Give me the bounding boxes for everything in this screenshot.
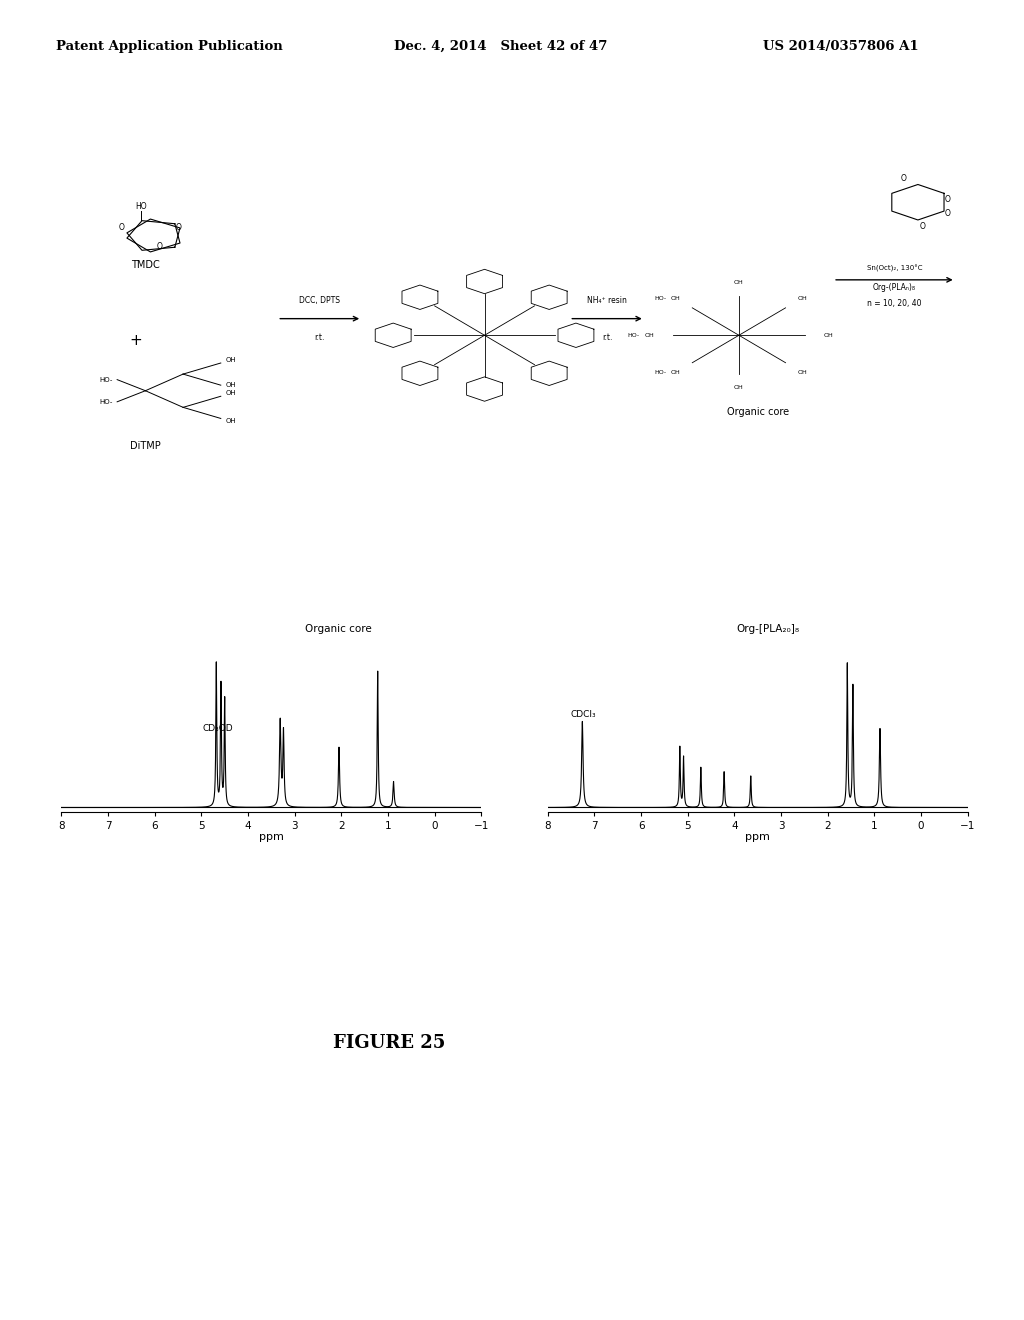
Text: OH: OH [225, 358, 237, 363]
Text: O: O [901, 174, 906, 182]
Text: HO: HO [135, 202, 146, 210]
Text: HO-: HO- [628, 333, 640, 338]
Text: DiTMP: DiTMP [130, 441, 161, 450]
Text: n = 10, 20, 40: n = 10, 20, 40 [867, 300, 922, 309]
Text: HO-: HO- [654, 370, 667, 375]
Text: DCC, DPTS: DCC, DPTS [299, 296, 340, 305]
Text: OH: OH [798, 370, 807, 375]
Text: NH₄⁺ resin: NH₄⁺ resin [587, 296, 627, 305]
Text: O: O [945, 209, 951, 218]
Text: CDCl₃: CDCl₃ [570, 710, 596, 718]
X-axis label: ppm: ppm [745, 832, 770, 842]
Text: OH: OH [734, 385, 743, 391]
Text: US 2014/0357806 A1: US 2014/0357806 A1 [763, 40, 919, 53]
Text: OH: OH [225, 391, 237, 396]
Text: Org-(PLAₙ)₈: Org-(PLAₙ)₈ [872, 282, 915, 292]
Text: OH: OH [225, 418, 237, 424]
Text: OH: OH [671, 370, 681, 375]
Text: OH: OH [225, 383, 237, 388]
Text: OH: OH [823, 333, 834, 338]
Text: Sn(Oct)₂, 130°C: Sn(Oct)₂, 130°C [866, 264, 922, 272]
Text: r.t.: r.t. [314, 333, 325, 342]
Text: Patent Application Publication: Patent Application Publication [56, 40, 283, 53]
Text: O: O [175, 223, 181, 232]
Text: HO-: HO- [99, 376, 113, 383]
Text: Dec. 4, 2014   Sheet 42 of 47: Dec. 4, 2014 Sheet 42 of 47 [394, 40, 607, 53]
Text: O: O [920, 222, 926, 231]
Text: CD₃OD: CD₃OD [203, 725, 233, 733]
Text: HO-: HO- [99, 399, 113, 405]
Text: O: O [157, 242, 163, 251]
Text: FIGURE 25: FIGURE 25 [333, 1034, 445, 1052]
Text: +: + [130, 334, 142, 348]
Text: Organic core: Organic core [727, 408, 788, 417]
Text: O: O [945, 195, 951, 205]
Text: Organic core: Organic core [305, 623, 372, 634]
Text: r.t.: r.t. [602, 333, 612, 342]
Text: OH: OH [734, 280, 743, 285]
Text: TMDC: TMDC [131, 260, 160, 271]
Text: OH: OH [798, 296, 807, 301]
Text: OH: OH [671, 296, 681, 301]
Text: HO-: HO- [654, 296, 667, 301]
Text: Org-[PLA₂₀]₈: Org-[PLA₂₀]₈ [737, 623, 800, 634]
Text: OH: OH [644, 333, 654, 338]
X-axis label: ppm: ppm [259, 832, 284, 842]
Text: O: O [119, 223, 125, 232]
